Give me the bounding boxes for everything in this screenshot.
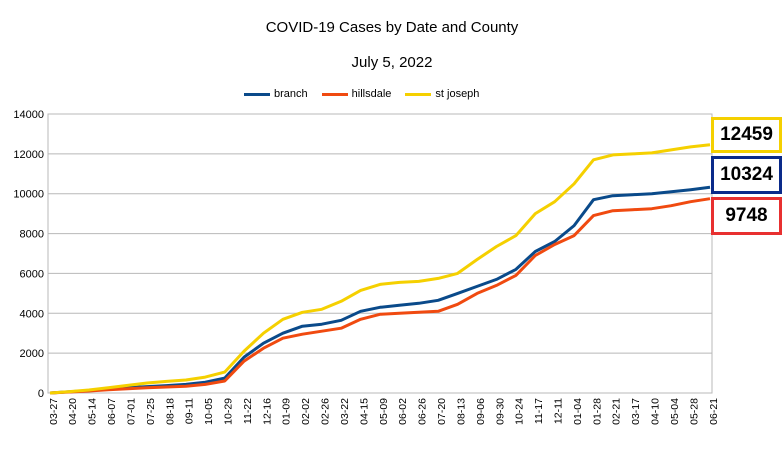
legend-swatch-st-joseph: [405, 92, 432, 96]
x-tick-label: 11-22: [242, 398, 254, 424]
legend-item-hillsdale: hillsdale: [321, 88, 392, 100]
x-tick-label: 07-25: [145, 398, 157, 425]
series-line-branch: [49, 185, 711, 395]
y-tick-label: 10000: [13, 189, 44, 201]
legend-label-branch: branch: [274, 88, 308, 100]
x-tick-label: 05-14: [87, 398, 99, 425]
x-tick-label: 06-26: [417, 398, 429, 425]
legend-label-st-joseph: st joseph: [435, 88, 480, 100]
x-tick-label: 12-16: [261, 398, 273, 425]
y-tick-label: 14000: [13, 109, 44, 121]
legend: branch hillsdale st joseph: [244, 88, 479, 100]
x-tick-label: 07-01: [125, 398, 137, 425]
legend-label-hillsdale: hillsdale: [351, 88, 392, 100]
x-tick-label: 06-21: [708, 398, 720, 425]
x-tick-label: 08-13: [455, 398, 467, 425]
x-axis: 03-27 04-20 05-14 06-07 07-01 07-25 08-18 09-11…: [48, 398, 720, 425]
y-tick-label: 0: [38, 388, 44, 400]
y-tick-label: 8000: [20, 229, 44, 241]
x-tick-label: 02-26: [320, 398, 332, 425]
legend-item-branch: branch: [244, 88, 308, 100]
x-tick-label: 01-04: [572, 398, 584, 425]
x-tick-label: 07-20: [436, 398, 448, 425]
legend-swatch-branch: [244, 92, 270, 96]
y-axis: 0 2000 4000 6000 8000 10000 12000 14000: [13, 109, 44, 400]
x-tick-label: 03-22: [339, 398, 351, 425]
x-tick-label: 08-18: [164, 398, 176, 425]
x-tick-label: 06-07: [106, 398, 118, 425]
x-tick-label: 01-09: [281, 398, 293, 425]
callout-hillsdale: 9748: [711, 197, 782, 235]
x-tick-label: 04-10: [650, 398, 662, 425]
x-tick-label: 05-04: [669, 398, 681, 425]
x-tick-label: 03-17: [630, 398, 642, 425]
y-tick-label: 6000: [20, 268, 44, 280]
legend-item-st-joseph: st joseph: [405, 88, 479, 100]
series-line-st-joseph: [49, 143, 711, 395]
callout-branch: 10324: [711, 156, 782, 194]
x-tick-label: 09-06: [475, 398, 487, 425]
x-tick-label: 04-15: [358, 398, 370, 425]
series-lines: [49, 143, 711, 395]
x-tick-label: 09-11: [184, 398, 196, 424]
x-tick-label: 12-11: [552, 398, 564, 424]
x-tick-label: 01-28: [591, 398, 603, 425]
x-tick-label: 05-28: [688, 398, 700, 425]
legend-swatch-hillsdale: [321, 92, 348, 96]
x-tick-label: 10-24: [514, 398, 526, 425]
x-tick-label: 04-20: [67, 398, 79, 425]
x-tick-label: 11-17: [533, 398, 545, 424]
x-tick-label: 06-02: [397, 398, 409, 425]
x-tick-label: 02-02: [300, 398, 312, 425]
chart-subtitle: July 5, 2022: [351, 54, 433, 71]
x-tick-label: 03-27: [48, 398, 60, 425]
plot-area-border: [47, 113, 713, 394]
y-tick-label: 2000: [20, 348, 44, 360]
series-line-hillsdale: [49, 197, 711, 395]
y-tick-label: 4000: [20, 308, 44, 320]
x-tick-label: 10-29: [222, 398, 234, 425]
x-tick-label: 05-09: [378, 398, 390, 425]
y-tick-label: 12000: [13, 149, 44, 161]
chart-title: COVID-19 Cases by Date and County: [265, 19, 519, 36]
x-tick-label: 09-30: [494, 398, 506, 425]
x-tick-label: 10-05: [203, 398, 215, 425]
callout-st-joseph: 12459: [711, 117, 782, 153]
x-tick-label: 02-21: [611, 398, 623, 425]
